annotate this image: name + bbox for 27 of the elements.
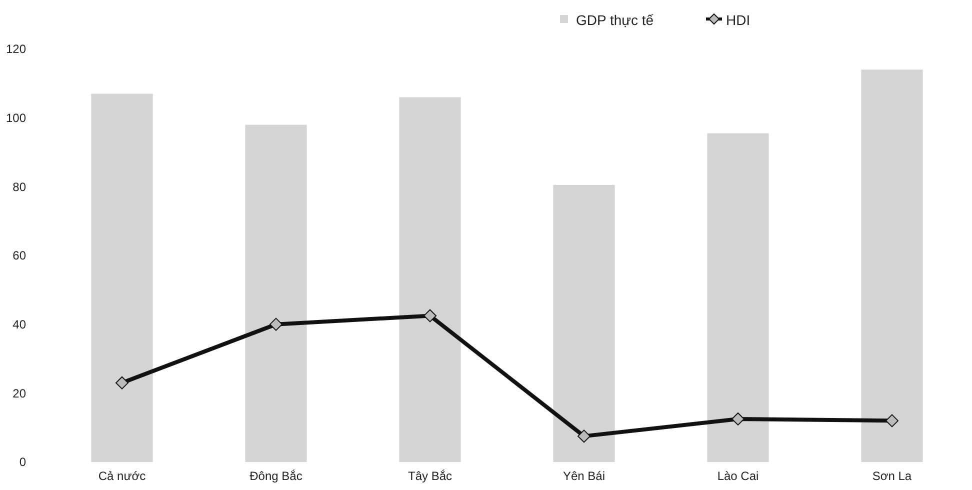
bar: [91, 94, 153, 462]
bar: [707, 133, 769, 462]
y-tick-label: 0: [19, 455, 26, 470]
point: [116, 376, 128, 390]
point: [270, 318, 282, 331]
bar: [399, 97, 461, 462]
point: [886, 414, 898, 428]
bar: [553, 184, 615, 462]
y-tick-label: 40: [12, 318, 26, 332]
y-tick-label: 100: [6, 111, 26, 126]
point: [424, 309, 436, 322]
legend-label: HDI: [726, 12, 750, 28]
y-tick-label: 120: [6, 42, 26, 56]
x-tick-label: Lào Cai: [717, 469, 759, 483]
y-tick-label: 20: [12, 386, 26, 400]
y-tick-label: 80: [12, 180, 26, 194]
bar: [245, 124, 307, 462]
y-tick-label: 60: [12, 248, 26, 263]
x-tick-label: Sơn La: [872, 469, 912, 483]
point: [578, 430, 590, 443]
x-tick-label: Cả nước: [98, 469, 146, 483]
x-tick-label: Đông Bắc: [250, 469, 302, 483]
x-tick-label: Tây Bắc: [408, 469, 452, 483]
bar: [861, 70, 923, 462]
legend-label: GDP thực tế: [576, 12, 654, 28]
x-tick-label: Yên Bái: [562, 469, 606, 483]
point: [732, 412, 744, 426]
